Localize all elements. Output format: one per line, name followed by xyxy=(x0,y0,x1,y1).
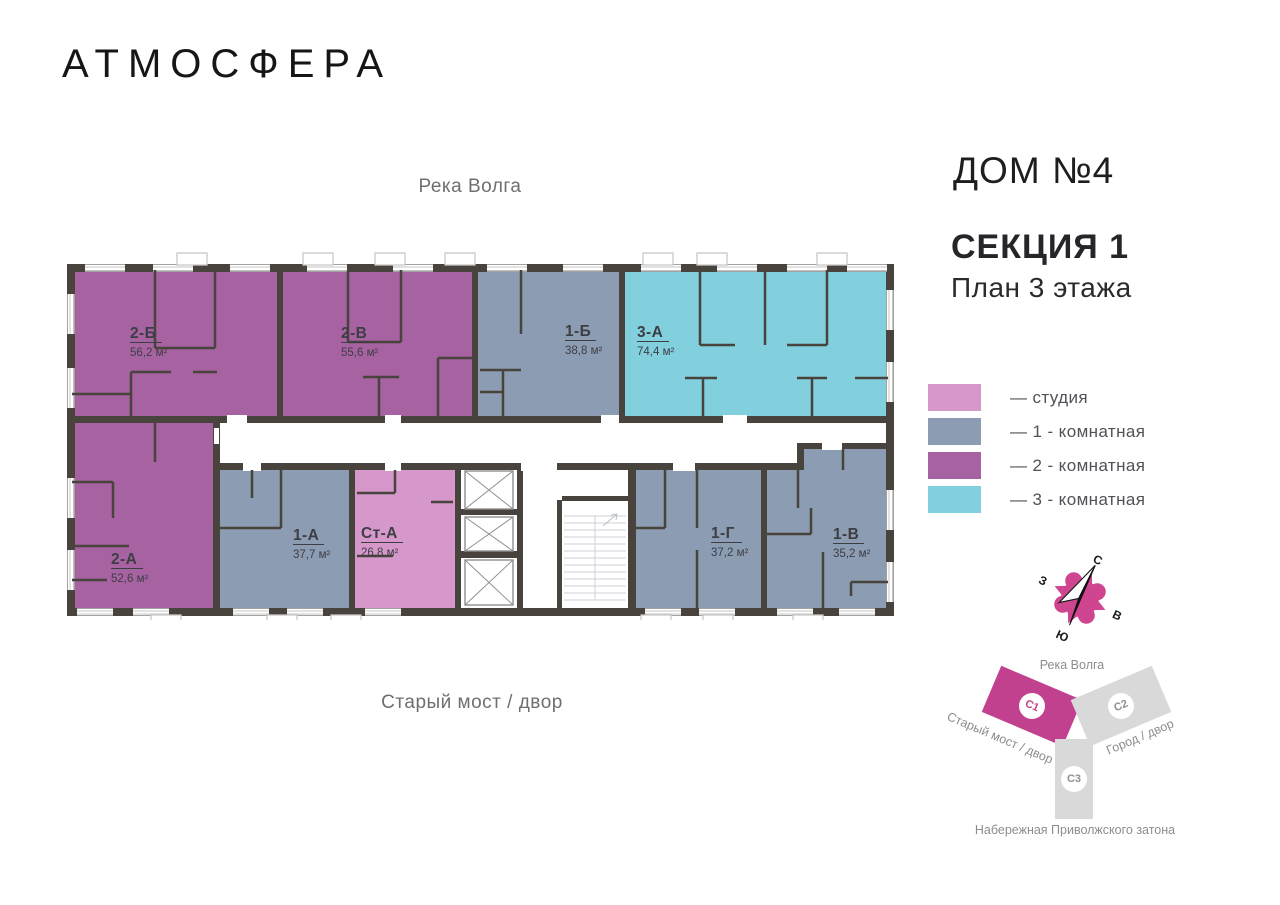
svg-text:35,2 м²: 35,2 м² xyxy=(833,548,870,560)
svg-text:1-А: 1-А xyxy=(293,527,319,544)
bridge-direction-label: Старый мост / двор xyxy=(381,692,563,713)
apartment-label-1a: 1-А 37,7 м² xyxy=(293,527,330,561)
svg-text:1-Б: 1-Б xyxy=(565,323,591,340)
apartment-region-1g xyxy=(636,470,761,615)
house-title: ДОМ №4 xyxy=(953,150,1115,191)
apartment-label-st-a: Ст-А 26,8 м² xyxy=(361,525,403,559)
apartment-region-2v xyxy=(283,268,472,420)
floor-plan-subtitle: План 3 этажа xyxy=(951,272,1132,303)
legend-item-3room: — 3 - комнатная xyxy=(928,486,1145,513)
site-map-block-c2-badge: С2 xyxy=(1103,688,1139,724)
compass-needle xyxy=(1057,564,1096,626)
river-direction-label: Река Волга xyxy=(418,176,522,197)
apartment-labels: 2-Б 56,2 м² 2-В 55,6 м² 1-Б 38,8 м² 3-А … xyxy=(111,323,870,585)
legend-label-1room: — 1 - комнатная xyxy=(1010,421,1146,441)
apartment-label-2a: 2-А 52,6 м² xyxy=(111,551,148,585)
svg-text:1-В: 1-В xyxy=(833,526,859,543)
apartment-label-2v: 2-В 55,6 м² xyxy=(341,325,378,359)
legend: — студия — 1 - комнатная — 2 - комнатная… xyxy=(928,384,1145,520)
apartment-region-2b xyxy=(71,268,277,420)
compass-north-label: С xyxy=(1091,552,1105,568)
svg-text:3-А: 3-А xyxy=(637,324,663,341)
staircase xyxy=(564,513,626,601)
svg-text:55,6 м²: 55,6 м² xyxy=(341,347,378,359)
interior-walls xyxy=(72,270,888,613)
legend-swatch-2room xyxy=(928,452,981,479)
apartment-label-1g: 1-Г 37,2 м² xyxy=(711,525,748,559)
svg-text:1-Г: 1-Г xyxy=(711,525,735,542)
site-map-block-c1-badge: С1 xyxy=(1014,688,1050,724)
apartment-region-2a xyxy=(71,423,213,615)
legend-label-studio: — студия xyxy=(1010,387,1088,407)
apartment-region-1b xyxy=(478,268,619,420)
svg-text:74,4 м²: 74,4 м² xyxy=(637,346,674,358)
svg-text:37,7 м²: 37,7 м² xyxy=(293,549,330,561)
svg-text:38,8 м²: 38,8 м² xyxy=(565,345,602,357)
apartment-label-1b: 1-Б 38,8 м² xyxy=(565,323,602,357)
outer-walls xyxy=(67,264,894,616)
svg-text:26,8 м²: 26,8 м² xyxy=(361,547,398,559)
apartment-label-3a: 3-А 74,4 м² xyxy=(637,324,674,358)
svg-text:2-Б: 2-Б xyxy=(130,325,156,342)
elevator-shafts xyxy=(464,470,514,606)
apartment-label-1v: 1-В 35,2 м² xyxy=(833,526,870,560)
apartment-region-3a xyxy=(625,268,890,420)
legend-item-1room: — 1 - комнатная xyxy=(928,418,1145,445)
legend-swatch-3room xyxy=(928,486,981,513)
svg-text:Ст-А: Ст-А xyxy=(361,525,398,542)
svg-text:56,2 м²: 56,2 м² xyxy=(130,347,167,359)
compass-east-label: В xyxy=(1110,607,1124,623)
apartment-region-1v-fill xyxy=(767,449,890,615)
compass-west-label: З xyxy=(1036,573,1049,589)
legend-swatch-1room xyxy=(928,418,981,445)
door-gaps xyxy=(214,415,842,471)
site-map-bottom-label: Набережная Приволжского затона xyxy=(974,823,1176,837)
floor-plan: 2-Б 56,2 м² 2-В 55,6 м² 1-Б 38,8 м² 3-А … xyxy=(55,250,915,628)
legend-swatch-studio xyxy=(928,384,981,411)
site-map-river-label: Река Волга xyxy=(1039,658,1105,672)
site-map-block-c3-badge: С3 xyxy=(1061,766,1087,792)
compass-rose: С В Ю З xyxy=(1032,550,1128,646)
compass-letters: С В Ю З xyxy=(1036,552,1124,645)
svg-text:52,6 м²: 52,6 м² xyxy=(111,573,148,585)
section-title: СЕКЦИЯ 1 xyxy=(951,228,1130,266)
legend-item-2room: — 2 - комнатная xyxy=(928,452,1145,479)
apartment-region-1a xyxy=(220,470,349,615)
compass-south-label: Ю xyxy=(1054,627,1071,645)
legend-label-2room: — 2 - комнатная xyxy=(1010,455,1146,475)
apartment-label-2b: 2-Б 56,2 м² xyxy=(130,325,167,359)
svg-text:37,2 м²: 37,2 м² xyxy=(711,547,748,559)
site-map-block-c3: С3 xyxy=(1055,739,1093,819)
brand-logo: АТМОСФЕРА xyxy=(62,42,393,86)
svg-text:2-А: 2-А xyxy=(111,551,137,568)
svg-text:2-В: 2-В xyxy=(341,325,367,342)
legend-label-3room: — 3 - комнатная xyxy=(1010,489,1146,509)
legend-item-studio: — студия xyxy=(928,384,1145,411)
